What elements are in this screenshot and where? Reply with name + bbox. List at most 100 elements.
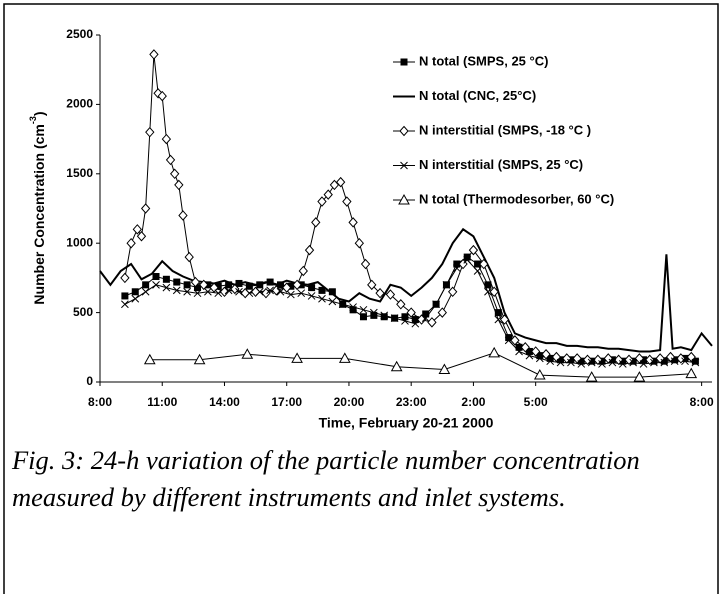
marker — [473, 267, 482, 275]
frame — [3, 3, 719, 594]
marker — [468, 244, 479, 256]
marker — [245, 282, 253, 290]
marker — [618, 360, 627, 368]
marker — [140, 203, 151, 214]
marker — [577, 357, 585, 365]
marker — [572, 353, 582, 364]
marker — [318, 286, 326, 294]
marker — [142, 281, 150, 289]
legend-label: N interstitial (SMPS, 25 °C) — [419, 157, 583, 172]
marker — [380, 311, 389, 320]
marker — [261, 287, 271, 299]
marker — [660, 358, 669, 367]
x-tick-label: 2:00 — [461, 395, 485, 409]
marker — [577, 360, 586, 368]
marker — [132, 224, 143, 235]
marker — [291, 352, 303, 363]
y-label-main: Number Concentration (cm — [31, 124, 47, 304]
marker — [184, 251, 194, 263]
marker — [681, 357, 689, 366]
marker — [141, 287, 150, 296]
marker — [505, 334, 513, 342]
marker — [474, 260, 482, 268]
marker — [323, 189, 333, 200]
marker — [406, 307, 416, 318]
x-tick-label: 11:00 — [147, 395, 177, 409]
marker — [438, 363, 451, 375]
marker — [380, 313, 388, 321]
marker — [204, 287, 212, 296]
x-tick-label: 8:00 — [690, 395, 714, 409]
marker — [342, 196, 352, 207]
marker — [245, 289, 254, 298]
marker — [178, 210, 188, 221]
marker — [401, 317, 409, 325]
marker — [452, 264, 461, 273]
marker — [165, 154, 176, 166]
marker — [308, 284, 316, 292]
marker — [194, 284, 202, 292]
marker — [533, 369, 546, 380]
marker — [525, 347, 533, 355]
marker — [556, 358, 565, 367]
marker — [546, 354, 554, 362]
legend-label: N total (SMPS, 25 °C) — [419, 53, 548, 68]
marker — [399, 125, 409, 137]
marker — [152, 273, 160, 281]
marker — [400, 161, 408, 170]
marker — [608, 356, 616, 364]
y-label-sup: -3 — [28, 116, 38, 124]
marker — [338, 352, 351, 363]
marker — [629, 357, 637, 365]
y-tick-label: 500 — [73, 305, 93, 319]
marker — [598, 357, 606, 365]
marker — [359, 313, 367, 321]
marker — [691, 357, 699, 365]
marker — [190, 276, 201, 288]
marker — [287, 290, 295, 299]
marker — [297, 289, 306, 298]
marker — [484, 281, 492, 289]
marker — [193, 289, 202, 298]
marker — [685, 367, 698, 379]
x-tick-label: 8:00 — [88, 395, 112, 409]
marker — [375, 287, 385, 299]
marker — [510, 335, 520, 346]
marker — [199, 279, 209, 291]
marker — [520, 342, 530, 353]
marker — [390, 360, 403, 372]
x-tick-label: 17:00 — [271, 395, 302, 409]
marker — [671, 356, 679, 364]
marker — [504, 336, 513, 345]
marker — [587, 358, 596, 367]
marker — [536, 352, 544, 360]
marker — [422, 310, 430, 318]
marker — [307, 292, 316, 300]
marker — [266, 278, 274, 286]
y-tick-label: 0 — [86, 374, 93, 388]
marker — [240, 287, 250, 299]
marker — [639, 360, 648, 368]
marker — [172, 286, 181, 295]
marker — [686, 351, 696, 363]
marker — [453, 260, 461, 268]
marker — [640, 356, 648, 364]
marker — [398, 193, 410, 205]
marker — [598, 360, 606, 368]
marker — [499, 314, 510, 325]
marker — [551, 351, 562, 363]
marker — [136, 231, 147, 242]
marker — [149, 49, 159, 60]
marker — [390, 314, 399, 323]
marker — [530, 346, 541, 357]
series-line — [99, 227, 713, 353]
marker — [152, 280, 160, 289]
caption: Fig. 3: 24-h variation of the particle n… — [12, 445, 640, 512]
marker — [276, 287, 285, 296]
marker — [582, 354, 593, 366]
marker — [633, 371, 646, 382]
marker — [298, 265, 308, 277]
marker — [427, 317, 437, 328]
marker — [214, 289, 223, 298]
